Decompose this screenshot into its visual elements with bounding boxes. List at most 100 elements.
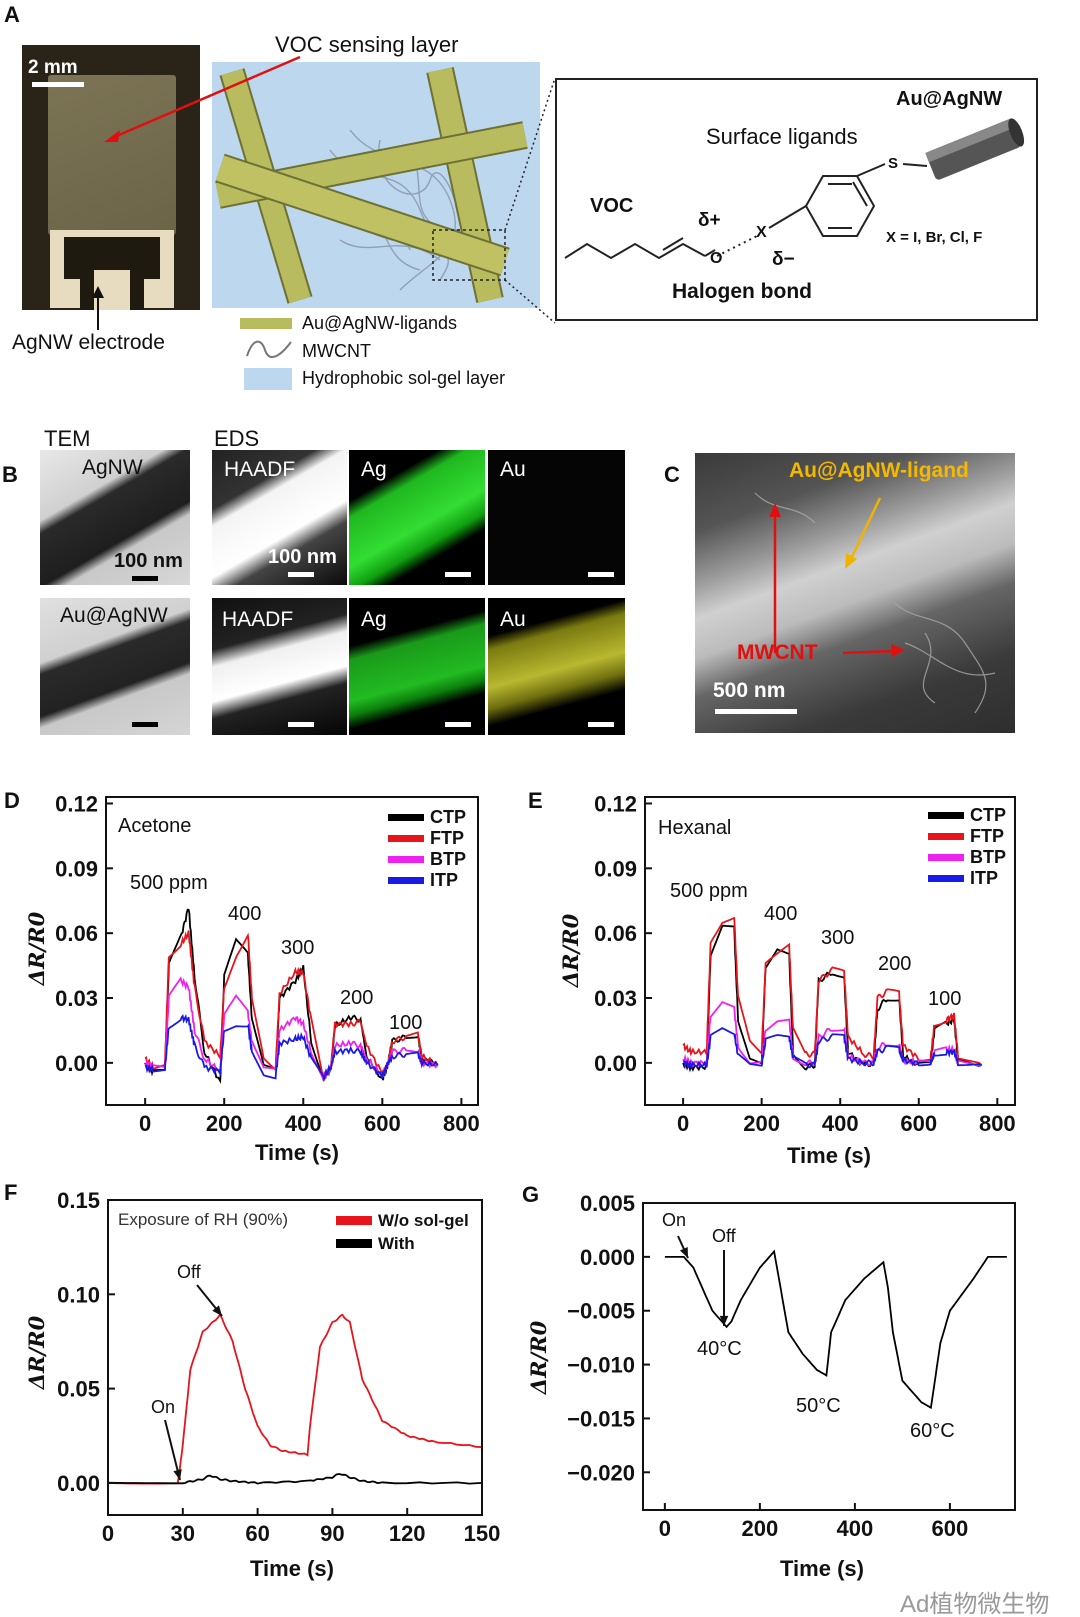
- chart-f-xtick-label: 150: [464, 1521, 501, 1546]
- chart-e-series-btp: [682, 1001, 982, 1068]
- scale-bar: [288, 722, 314, 727]
- legend-item: FTP: [388, 829, 464, 848]
- legend-label: With: [378, 1234, 415, 1253]
- legend-label: W/o sol-gel: [378, 1211, 469, 1230]
- legend-item: CTP: [388, 808, 466, 827]
- legend-label: FTP: [430, 828, 464, 848]
- legend-swatch: [388, 877, 424, 884]
- voc-sensing-layer-label: VOC sensing layer: [275, 32, 459, 57]
- legend-label: BTP: [970, 847, 1006, 867]
- x-atom-label: X: [756, 224, 767, 241]
- au-agnw-label: Au@AgNW: [896, 88, 1003, 110]
- legend-item: CTP: [928, 806, 1006, 825]
- chart-e-xtick-label: 800: [979, 1111, 1016, 1136]
- panel-label-a: A: [4, 2, 20, 27]
- chart-f-xlabel: Time (s): [250, 1556, 334, 1581]
- legend-item: BTP: [388, 850, 466, 869]
- annotation-on: On: [151, 1397, 176, 1417]
- tem-image-au-agnw: Au@AgNW: [40, 598, 190, 735]
- panel-label-g: G: [522, 1182, 540, 1207]
- annotation-300: 300: [281, 937, 315, 959]
- haadf-image-agnw: HAADF 100 nm: [212, 450, 347, 585]
- chart-g-series-line: [664, 1249, 1007, 1410]
- sample-label-au-agnw: Au@AgNW: [60, 604, 168, 627]
- legend-au-agnw-ligands: Au@AgNW-ligands: [302, 313, 458, 333]
- legend-swatch: [928, 854, 964, 861]
- scale-bar-label: 500 nm: [713, 679, 786, 702]
- chart-g-xtick-label: 200: [742, 1516, 779, 1541]
- agnw-electrode-label: AgNW electrode: [12, 331, 165, 354]
- chart-f-xtick-label: 0: [102, 1521, 114, 1546]
- annotation-40c: 40°C: [697, 1338, 742, 1360]
- legend-swatch: [388, 814, 424, 821]
- annotation-on: On: [662, 1210, 687, 1230]
- au-map-au-agnw: Au: [488, 598, 625, 735]
- chart-d-xtick-label: 600: [364, 1111, 401, 1136]
- legend-swatch: [336, 1216, 372, 1225]
- chart-e-xtick-label: 400: [822, 1111, 859, 1136]
- chart-g-ytick-label: −0.015: [567, 1406, 635, 1431]
- chart-f-xtick-label: 120: [389, 1521, 426, 1546]
- chart-f-ytick-label: 0.05: [57, 1377, 100, 1402]
- legend-label: CTP: [430, 807, 466, 827]
- chart-f-title: Exposure of RH (90%): [118, 1210, 289, 1229]
- off-arrow-f-head: [212, 1305, 222, 1316]
- annotation-100: 100: [389, 1012, 423, 1034]
- chart-e-series-ftp: [682, 916, 983, 1066]
- chart-f-ytick-label: 0.15: [57, 1188, 100, 1213]
- chart-d-ytick-label: 0.12: [55, 791, 98, 816]
- scale-bar: [588, 722, 614, 727]
- legend-item: W/o sol-gel: [336, 1211, 469, 1230]
- au-agnw-ligand-label: Au@AgNW-ligand: [789, 459, 969, 482]
- chart-g-ytick-label: −0.020: [567, 1460, 635, 1485]
- legend-label: FTP: [970, 826, 1004, 846]
- annotation-off: Off: [177, 1262, 201, 1282]
- chart-g-xlabel: Time (s): [780, 1556, 864, 1581]
- panel-label-b: B: [2, 462, 18, 487]
- chart-d-ytick-label: 0.09: [55, 856, 98, 881]
- sensor-photo: 2 mm: [22, 45, 200, 310]
- delta-minus-label: δ−: [772, 249, 795, 270]
- delta-plus-label: δ+: [698, 210, 721, 231]
- panel-label-e: E: [528, 788, 543, 813]
- eds-header: EDS: [214, 426, 260, 451]
- legend-swatch: [336, 1239, 372, 1248]
- sample-label-agnw: AgNW: [82, 456, 143, 479]
- chart-e-ytick-label: 0.00: [594, 1051, 637, 1076]
- s-atom-label: S: [888, 155, 899, 172]
- chart-d-plot-frame: [105, 796, 479, 1106]
- chart-d-ytick-label: 0.00: [55, 1051, 98, 1076]
- legend-item: FTP: [928, 827, 1004, 846]
- annotation-500ppm: 500 ppm: [670, 880, 748, 902]
- scale-bar-label: 2 mm: [28, 57, 78, 78]
- on-arrow-f-head: [173, 1469, 182, 1480]
- scale-bar: [445, 722, 471, 727]
- legend-mwcnt: MWCNT: [302, 341, 371, 361]
- chart-e-xtick-label: 600: [900, 1111, 937, 1136]
- legend-swatch: [928, 812, 964, 819]
- chart-e-xtick-label: 200: [743, 1111, 780, 1136]
- rod-icon: [240, 318, 292, 329]
- chart-e-plot-frame: [644, 796, 1016, 1106]
- ag-label: Ag: [361, 608, 387, 631]
- scale-bar: [132, 722, 158, 727]
- halogen-bond-scheme: [555, 78, 1038, 321]
- annotation-400: 400: [228, 903, 262, 925]
- au-label: Au: [500, 608, 526, 631]
- voc-label: VOC: [590, 195, 634, 217]
- sem-image: Au@AgNW-ligand MWCNT 500 nm: [695, 453, 1015, 733]
- chart-e-ytick-label: 0.06: [594, 921, 637, 946]
- x-definition: X = I, Br, Cl, F: [886, 229, 983, 246]
- chart-e-xlabel: Time (s): [787, 1143, 871, 1168]
- on-arrow-g-head: [679, 1247, 688, 1258]
- annotation-50c: 50°C: [796, 1395, 841, 1417]
- annotation-200: 200: [878, 953, 912, 975]
- mwcnt-label: MWCNT: [737, 641, 818, 664]
- chart-f-ytick-label: 0.10: [57, 1282, 100, 1307]
- scale-bar: [588, 572, 614, 577]
- wavy-line-icon: [246, 340, 292, 358]
- o-atom-label: O: [710, 250, 723, 267]
- chart-f-xtick-label: 90: [320, 1521, 344, 1546]
- chart-e-xtick-label: 0: [677, 1111, 689, 1136]
